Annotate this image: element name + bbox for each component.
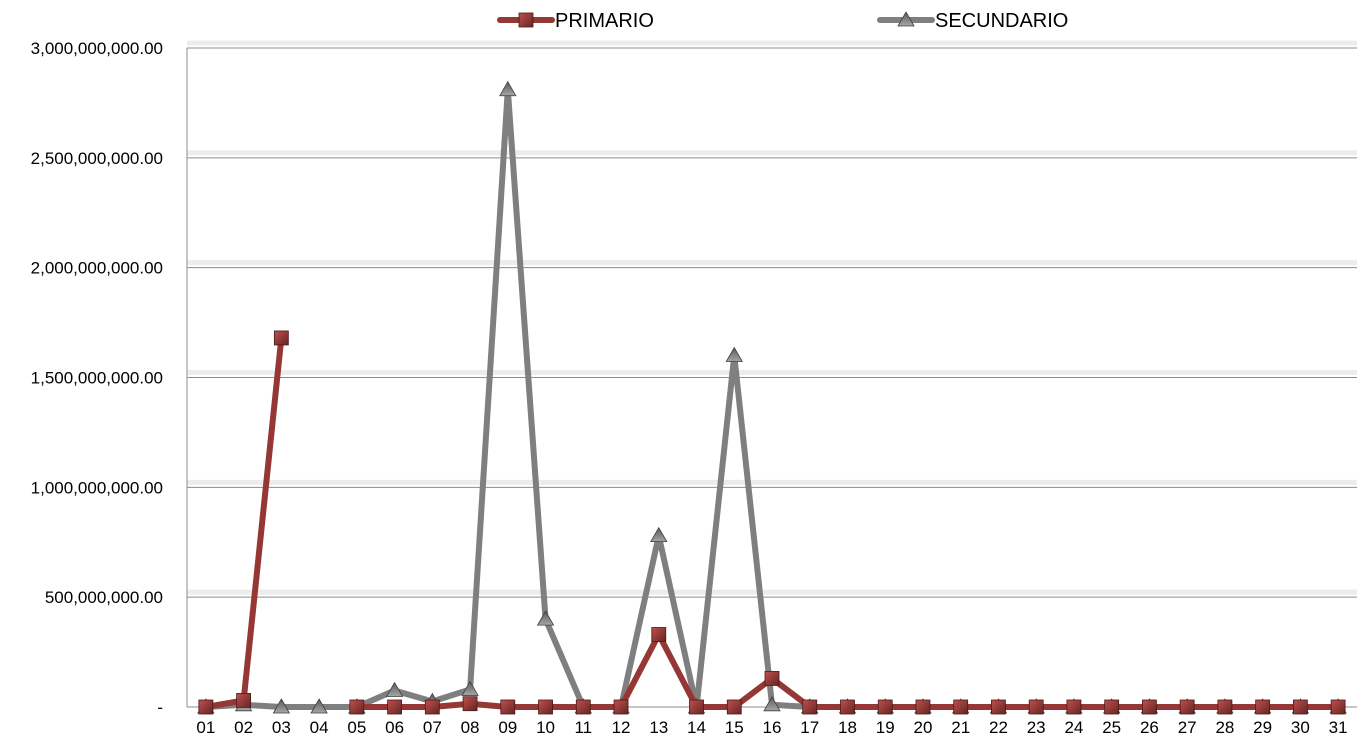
data-point (1028, 699, 1044, 715)
x-tick-label: 11 (574, 718, 592, 737)
y-axis-ticks: - 500,000,000.00 1,000,000,000.00 1,500,000… (31, 39, 163, 717)
x-tick-label: 29 (1253, 718, 1272, 737)
x-tick-label: 16 (763, 718, 782, 737)
x-tick-label: 14 (687, 718, 706, 737)
x-tick-label: 21 (951, 718, 970, 737)
data-point (651, 627, 667, 642)
data-point (725, 346, 743, 362)
data-point (349, 699, 365, 715)
x-tick-label: 02 (234, 718, 253, 737)
x-tick-label: 17 (800, 718, 819, 737)
data-point (650, 526, 668, 543)
data-point (198, 699, 214, 715)
data-point (877, 699, 893, 715)
data-point (1179, 699, 1195, 715)
data-point (613, 699, 629, 715)
data-point (387, 699, 402, 715)
x-tick-label: 25 (1102, 718, 1121, 737)
x-tick-label: 28 (1215, 718, 1234, 737)
data-point (764, 671, 780, 686)
data-point (802, 699, 818, 715)
legend-label: SECUNDARIO (935, 10, 1068, 32)
y-tick-label: - (157, 698, 163, 717)
data-point (499, 80, 517, 97)
x-tick-label: 24 (1064, 718, 1083, 737)
data-point (272, 698, 291, 714)
legend-label: PRIMARIO (555, 10, 654, 32)
data-point (915, 699, 931, 715)
x-tick-label: 07 (423, 718, 442, 737)
series-lines (197, 80, 1347, 715)
data-point (424, 699, 440, 715)
legend-marker (897, 11, 915, 27)
data-point (689, 699, 704, 715)
data-point (538, 699, 553, 715)
y-tick-label: 3,000,000,000.00 (31, 39, 163, 58)
x-tick-label: 26 (1140, 718, 1159, 737)
y-tick-label: 2,000,000,000.00 (31, 259, 163, 278)
x-tick-label: 09 (498, 718, 517, 737)
x-tick-label: 13 (649, 718, 668, 737)
x-tick-label: 19 (876, 718, 895, 737)
data-point (462, 696, 478, 712)
y-tick-label: 500,000,000.00 (45, 588, 163, 607)
x-tick-label: 15 (725, 718, 744, 737)
gridlines (187, 40, 1357, 598)
data-point (726, 699, 742, 715)
x-tick-label: 27 (1178, 718, 1197, 737)
data-point (385, 681, 404, 697)
data-point (1217, 699, 1233, 715)
x-tick-label: 05 (347, 718, 366, 737)
x-tick-label: 23 (1027, 718, 1046, 737)
data-point (310, 698, 328, 714)
x-tick-label: 31 (1329, 718, 1348, 737)
data-point (273, 330, 289, 346)
x-tick-label: 06 (385, 718, 404, 737)
data-point (500, 699, 516, 715)
data-point (953, 699, 969, 715)
data-point (461, 680, 479, 696)
data-point (575, 699, 591, 715)
x-tick-label: 01 (196, 718, 215, 737)
data-point (1330, 699, 1346, 715)
data-point (1066, 699, 1082, 715)
x-tick-label: 10 (536, 718, 555, 737)
data-point (1104, 699, 1120, 715)
data-point (1142, 699, 1157, 715)
x-axis-ticks: 01 02 03 04 05 06 07 08 09 10 11 12 13 14 15 16 17 18 19 20… (196, 718, 1347, 737)
series-line (202, 334, 285, 710)
data-point (1255, 699, 1271, 715)
x-tick-label: 20 (914, 718, 933, 737)
series-line (202, 86, 1342, 710)
x-tick-label: 03 (272, 718, 291, 737)
series-primario (198, 330, 1346, 715)
legend: PRIMARIO SECUNDARIO (497, 10, 1068, 32)
series-secundario (197, 80, 1347, 714)
data-point (763, 695, 781, 712)
y-tick-label: 2,500,000,000.00 (31, 149, 163, 168)
y-tick-label: 1,000,000,000.00 (31, 478, 163, 497)
x-tick-label: 04 (310, 718, 329, 737)
x-tick-label: 18 (838, 718, 857, 737)
series-line (353, 631, 1342, 710)
x-tick-label: 30 (1291, 718, 1310, 737)
data-point (536, 610, 555, 626)
legend-item-primario: PRIMARIO (497, 10, 654, 32)
legend-item-secundario: SECUNDARIO (877, 10, 1068, 32)
y-tick-label: 1,500,000,000.00 (31, 369, 163, 388)
x-tick-label: 08 (461, 718, 480, 737)
data-point (840, 699, 855, 715)
data-point (991, 699, 1006, 715)
x-tick-label: 22 (989, 718, 1008, 737)
data-point (236, 693, 252, 708)
data-point (1292, 699, 1308, 715)
legend-marker (518, 12, 534, 28)
x-tick-label: 12 (612, 718, 631, 737)
